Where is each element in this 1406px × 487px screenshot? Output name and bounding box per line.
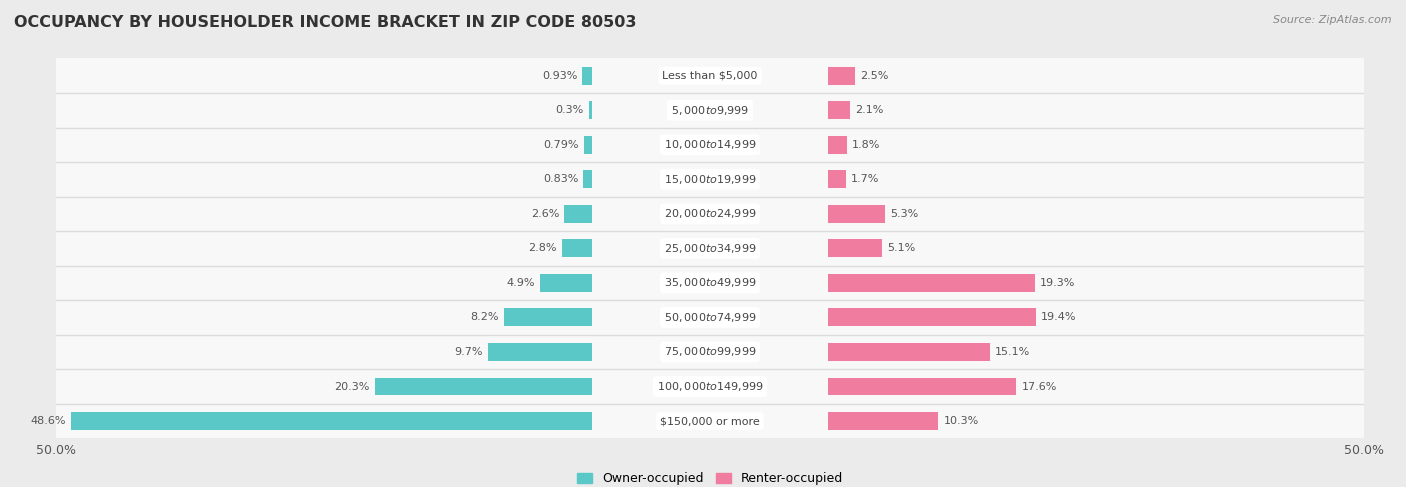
Text: 2.8%: 2.8% bbox=[529, 244, 557, 253]
Legend: Owner-occupied, Renter-occupied: Owner-occupied, Renter-occupied bbox=[576, 472, 844, 485]
FancyBboxPatch shape bbox=[49, 404, 1371, 438]
Text: 8.2%: 8.2% bbox=[471, 313, 499, 322]
FancyBboxPatch shape bbox=[49, 300, 1371, 335]
Text: 9.7%: 9.7% bbox=[454, 347, 484, 357]
Bar bbox=[540, 274, 592, 292]
Text: $5,000 to $9,999: $5,000 to $9,999 bbox=[671, 104, 749, 117]
Bar bbox=[828, 377, 1017, 395]
Bar bbox=[72, 412, 592, 430]
FancyBboxPatch shape bbox=[49, 162, 1371, 197]
Text: $50,000 to $74,999: $50,000 to $74,999 bbox=[664, 311, 756, 324]
Text: Source: ZipAtlas.com: Source: ZipAtlas.com bbox=[1274, 15, 1392, 25]
Bar bbox=[828, 343, 990, 361]
FancyBboxPatch shape bbox=[49, 335, 1371, 369]
Text: 0.3%: 0.3% bbox=[555, 105, 583, 115]
Text: $100,000 to $149,999: $100,000 to $149,999 bbox=[657, 380, 763, 393]
Text: 17.6%: 17.6% bbox=[1022, 381, 1057, 392]
Text: 10.3%: 10.3% bbox=[943, 416, 979, 426]
Bar bbox=[828, 101, 851, 119]
Text: $10,000 to $14,999: $10,000 to $14,999 bbox=[664, 138, 756, 151]
Bar bbox=[505, 308, 592, 326]
FancyBboxPatch shape bbox=[49, 128, 1371, 162]
Bar bbox=[828, 67, 855, 85]
Text: 2.5%: 2.5% bbox=[859, 71, 889, 81]
FancyBboxPatch shape bbox=[49, 231, 1371, 265]
Bar bbox=[589, 101, 592, 119]
Text: 2.6%: 2.6% bbox=[531, 209, 560, 219]
FancyBboxPatch shape bbox=[49, 93, 1371, 128]
Text: 2.1%: 2.1% bbox=[855, 105, 884, 115]
Text: 19.3%: 19.3% bbox=[1040, 278, 1076, 288]
Text: 0.79%: 0.79% bbox=[543, 140, 579, 150]
Text: $15,000 to $19,999: $15,000 to $19,999 bbox=[664, 173, 756, 186]
Text: 1.7%: 1.7% bbox=[851, 174, 880, 184]
Text: $150,000 or more: $150,000 or more bbox=[661, 416, 759, 426]
Text: 1.8%: 1.8% bbox=[852, 140, 880, 150]
Bar bbox=[488, 343, 592, 361]
Text: 0.93%: 0.93% bbox=[541, 71, 576, 81]
Text: 5.1%: 5.1% bbox=[887, 244, 915, 253]
Text: OCCUPANCY BY HOUSEHOLDER INCOME BRACKET IN ZIP CODE 80503: OCCUPANCY BY HOUSEHOLDER INCOME BRACKET … bbox=[14, 15, 637, 30]
Bar bbox=[828, 170, 846, 188]
Bar bbox=[828, 136, 846, 154]
Text: 48.6%: 48.6% bbox=[31, 416, 66, 426]
Text: 5.3%: 5.3% bbox=[890, 209, 918, 219]
Bar bbox=[583, 136, 592, 154]
FancyBboxPatch shape bbox=[49, 265, 1371, 300]
Text: 0.83%: 0.83% bbox=[543, 174, 578, 184]
Bar bbox=[828, 274, 1035, 292]
Bar bbox=[374, 377, 592, 395]
FancyBboxPatch shape bbox=[49, 197, 1371, 231]
Text: 20.3%: 20.3% bbox=[335, 381, 370, 392]
Bar bbox=[828, 308, 1036, 326]
Text: $35,000 to $49,999: $35,000 to $49,999 bbox=[664, 277, 756, 289]
Bar bbox=[582, 67, 592, 85]
Text: $25,000 to $34,999: $25,000 to $34,999 bbox=[664, 242, 756, 255]
Text: 4.9%: 4.9% bbox=[506, 278, 534, 288]
Bar bbox=[828, 240, 883, 257]
Bar bbox=[564, 205, 592, 223]
Bar bbox=[583, 170, 592, 188]
Text: $75,000 to $99,999: $75,000 to $99,999 bbox=[664, 345, 756, 358]
Text: 19.4%: 19.4% bbox=[1040, 313, 1077, 322]
Text: 15.1%: 15.1% bbox=[995, 347, 1031, 357]
Bar bbox=[828, 412, 938, 430]
Bar bbox=[562, 240, 592, 257]
FancyBboxPatch shape bbox=[49, 369, 1371, 404]
Text: $20,000 to $24,999: $20,000 to $24,999 bbox=[664, 207, 756, 220]
Bar bbox=[828, 205, 884, 223]
FancyBboxPatch shape bbox=[49, 58, 1371, 93]
Text: Less than $5,000: Less than $5,000 bbox=[662, 71, 758, 81]
